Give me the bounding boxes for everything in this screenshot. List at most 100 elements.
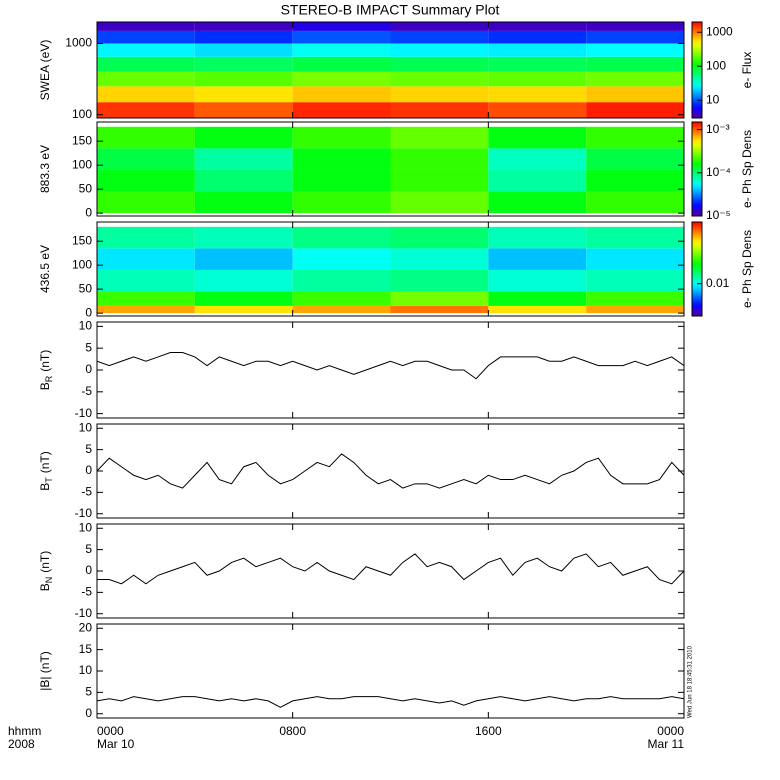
panel-frame (96, 21, 685, 119)
heatmap-cell (390, 148, 489, 170)
colorbar-tick-label: 10⁻⁴ (706, 165, 731, 179)
y-tick-label: 5 (85, 685, 92, 699)
y-axis-label-part: |B| (nT) (38, 651, 52, 691)
heatmap-cell (194, 226, 293, 249)
heatmap-cell (97, 126, 195, 149)
x-tick-label: 0000 (97, 724, 124, 738)
y-axis-label: 883.3 eV (38, 145, 52, 193)
y-axis-label-sub: N (44, 577, 54, 584)
heatmap-cell (97, 269, 195, 292)
y-axis-label-part: B (38, 583, 52, 591)
line (97, 352, 684, 380)
y-tick-label: 100 (72, 157, 92, 171)
y-axis-label: BT (nT) (38, 451, 54, 491)
y-axis-label-part: (nT) (38, 551, 52, 573)
heatmap-cell (390, 191, 489, 214)
heatmap-cell (292, 305, 391, 314)
y-tick-label: 0 (85, 563, 92, 577)
y-tick-label: -10 (75, 406, 93, 420)
heatmap-cell (488, 226, 587, 249)
heatmap-cell (390, 269, 489, 292)
panel-frame (96, 221, 685, 317)
heatmap-cell (390, 291, 489, 306)
plot-title: STEREO-B IMPACT Summary Plot (281, 2, 500, 18)
heatmap-cell (390, 22, 489, 31)
colorbar-label: e- Flux (740, 52, 754, 89)
heatmap-cell (586, 22, 684, 31)
y-tick-label: 20 (79, 620, 93, 634)
y-axis-label-part: B (38, 483, 52, 491)
heatmap-cell (586, 43, 684, 57)
y-tick-label: 10 (79, 520, 93, 534)
heatmap-cell (488, 22, 587, 31)
colorbar (691, 21, 703, 119)
heatmap-cell (390, 226, 489, 249)
heatmap-cell (292, 43, 391, 57)
heatmap-cell (488, 269, 587, 292)
y-tick-label: 0 (85, 205, 92, 219)
y-axis-label: BR (nT) (38, 350, 54, 391)
heatmap-cell (586, 169, 684, 192)
heatmap-cell (97, 248, 195, 270)
y-tick-label: 5 (85, 442, 92, 456)
heatmap-cell (97, 43, 195, 57)
heatmap-cell (97, 148, 195, 170)
y-axis-label-part: 883.3 eV (38, 145, 52, 193)
heatmap-cell (586, 126, 684, 149)
heatmap-cell (488, 56, 587, 72)
heatmap-cell (292, 248, 391, 270)
date-label: Mar 10 (97, 737, 135, 751)
heatmap-cell (586, 191, 684, 214)
y-tick-label: 0 (85, 305, 92, 319)
timestamp: Wed Jun 18 18:45:31 2010 (688, 645, 694, 718)
heatmap-cell (586, 291, 684, 306)
heatmap-cell (97, 305, 195, 314)
heatmap-cell (194, 169, 293, 192)
colorbar-tick-label: 10⁻³ (706, 122, 730, 136)
heatmap-cell (97, 191, 195, 214)
heatmap-cell (390, 43, 489, 57)
heatmap-cell (488, 71, 587, 87)
colorbar-tick-label: 100 (706, 58, 726, 72)
heatmap-cell (194, 305, 293, 314)
heatmap-cell (586, 56, 684, 72)
heatmap-cell (194, 86, 293, 103)
panel-frame (96, 321, 685, 419)
heatmap-cell (390, 86, 489, 103)
y-tick-label: -10 (75, 606, 93, 620)
line (97, 553, 684, 585)
heatmap-cell (390, 102, 489, 118)
heatmap-cell (292, 30, 391, 44)
heatmap-cell (488, 248, 587, 270)
colorbar (691, 221, 703, 317)
y-axis-label-sub: R (44, 375, 54, 382)
colorbar-tick-label: 10 (706, 92, 720, 106)
y-tick-label: 0 (85, 362, 92, 376)
y-tick-label: 50 (79, 281, 93, 295)
colorbar-tick-label: 10⁻⁵ (706, 208, 731, 222)
heatmap-cell (586, 248, 684, 270)
y-tick-label: 0 (85, 706, 92, 720)
y-axis-label-part: (nT) (38, 451, 52, 473)
y-tick-label: 10 (79, 420, 93, 434)
y-axis-label-part: (nT) (38, 350, 52, 372)
heatmap-cell (292, 56, 391, 72)
heatmap-cell (488, 43, 587, 57)
heatmap-cell (292, 71, 391, 87)
heatmap-cell (97, 71, 195, 87)
y-tick-label: 5 (85, 542, 92, 556)
y-tick-label: 1000 (65, 36, 92, 50)
heatmap-cell (97, 291, 195, 306)
colorbar-tick-label: 1000 (706, 24, 733, 38)
y-tick-label: 5 (85, 340, 92, 354)
heatmap-cell (194, 30, 293, 44)
y-axis-label: BN (nT) (38, 551, 54, 592)
heatmap-cell (292, 269, 391, 292)
heatmap-cell (488, 126, 587, 149)
heatmap-cell (586, 86, 684, 103)
heatmap-cell (292, 191, 391, 214)
heatmap-cell (390, 248, 489, 270)
heatmap-cell (97, 30, 195, 44)
heatmap-cell (488, 148, 587, 170)
